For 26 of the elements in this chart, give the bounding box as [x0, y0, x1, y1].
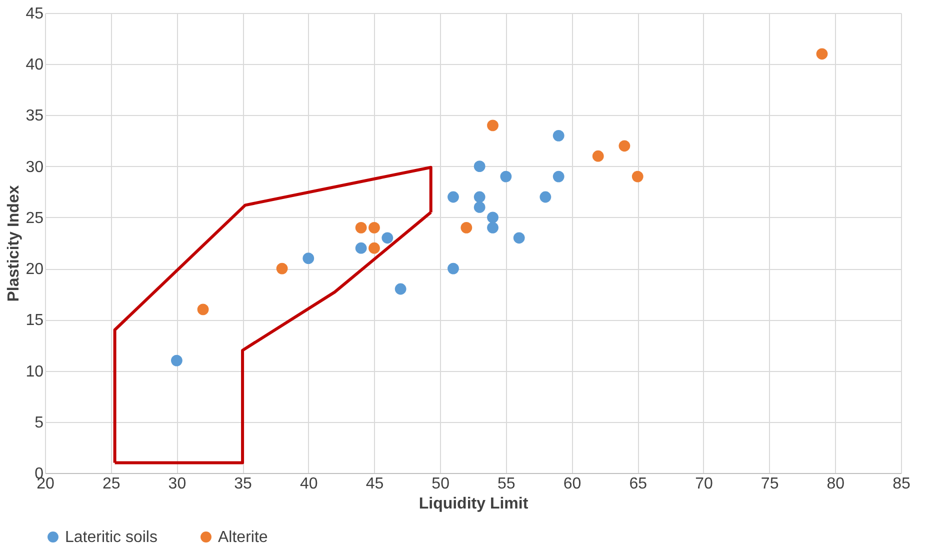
legend-label: Lateritic soils	[65, 529, 158, 546]
y-tick-label: 10	[26, 363, 44, 380]
x-tick-label: 70	[695, 476, 713, 492]
y-tick-label: 5	[34, 414, 44, 432]
y-tick-label: 20	[26, 261, 44, 278]
y-tick-label: 35	[26, 108, 44, 125]
y-tick-label: 15	[26, 312, 44, 330]
y-tick-label: 30	[26, 158, 44, 176]
x-tick-label: 85	[892, 476, 910, 492]
x-tick-label: 75	[760, 476, 779, 492]
x-tick-label: 60	[563, 476, 582, 492]
x-tick-label: 80	[826, 476, 845, 492]
x-axis-title: Liquidity Limit	[418, 496, 529, 512]
y-axis-title: Plasticity Index	[6, 185, 23, 302]
x-tick-label: 35	[234, 476, 252, 492]
x-tick-label: 45	[366, 476, 384, 492]
x-tick-label: 50	[432, 476, 450, 492]
y-tick-label: 45	[26, 6, 44, 22]
x-tick-label: 55	[498, 476, 516, 492]
legend-label: Alterite	[218, 529, 268, 546]
y-tick-label: 40	[26, 56, 44, 74]
x-tick-label: 40	[300, 476, 318, 492]
x-tick-label: 65	[629, 476, 648, 492]
x-tick-label: 30	[168, 476, 186, 492]
y-tick-label: 25	[26, 210, 44, 227]
x-tick-label: 25	[102, 476, 120, 492]
